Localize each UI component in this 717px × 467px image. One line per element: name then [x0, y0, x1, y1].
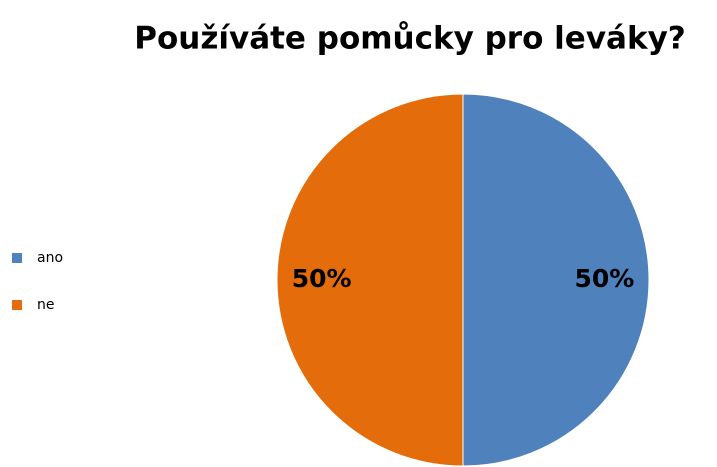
value-label: 50%: [292, 264, 352, 293]
chart-title: Používáte pomůcky pro leváky?: [134, 21, 686, 57]
pie-slice: [462, 93, 650, 467]
legend-swatch: [12, 253, 22, 263]
legend-label: ne: [37, 297, 55, 313]
pie-slice: [276, 93, 464, 467]
legend-swatch: [12, 300, 22, 310]
value-label: 50%: [574, 264, 634, 293]
legend-label: ano: [37, 250, 63, 266]
